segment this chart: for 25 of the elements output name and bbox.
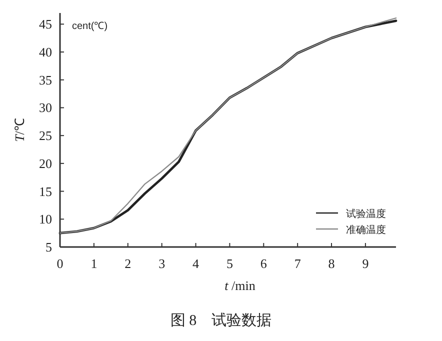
x-tick-label: 3 (158, 256, 166, 271)
x-tick-label: 9 (362, 256, 369, 271)
y-tick-label: 20 (39, 156, 52, 171)
text: 图 8 试验数据 (170, 312, 272, 329)
x-tick-label: 7 (294, 256, 302, 271)
x-tick-label: 5 (226, 256, 233, 271)
x-tick-label: 8 (328, 256, 335, 271)
y-tick-label: 5 (46, 240, 52, 254)
y-tick-label: 35 (39, 72, 52, 88)
legend-label: 试验温度 (346, 208, 386, 220)
y-tick-label: 45 (39, 16, 52, 32)
annotation: cent(℃) (72, 21, 108, 32)
y-tick-label: 40 (39, 44, 52, 60)
y-tick-label: 15 (39, 184, 52, 199)
y-tick-label: 25 (39, 128, 52, 144)
y-tick-label: 30 (39, 100, 52, 116)
x-tick-label: 4 (192, 256, 200, 271)
x-tick-label: 0 (56, 256, 64, 271)
legend-label: 准确温度 (346, 224, 386, 236)
x-tick-label: 1 (90, 256, 98, 271)
y-tick-label: 10 (39, 212, 52, 227)
y-axis-title: T/℃ (12, 118, 27, 142)
x-tick-label: 2 (124, 256, 132, 271)
x-axis-title: t /min (224, 278, 256, 293)
x-tick-label: 6 (260, 256, 268, 271)
